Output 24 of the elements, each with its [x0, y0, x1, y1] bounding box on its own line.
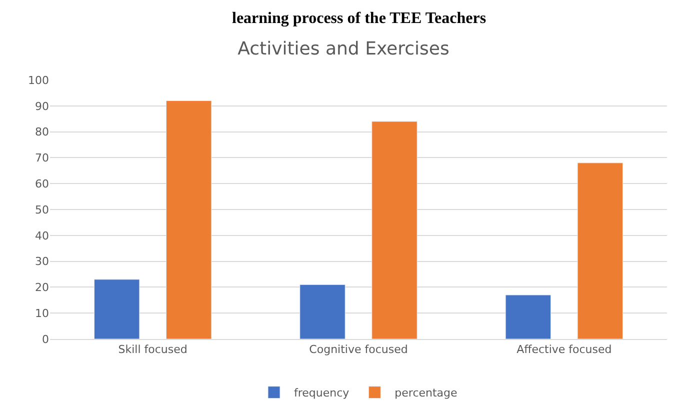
bar	[372, 121, 418, 339]
y-tick-label: 30	[35, 255, 49, 268]
y-tick-label: 80	[35, 126, 49, 139]
y-tick-label: 10	[35, 306, 49, 320]
y-tick-label: 40	[35, 229, 49, 242]
y-tick-label: 50	[35, 203, 49, 216]
bar	[94, 279, 140, 339]
legend-label: frequency	[294, 386, 350, 400]
y-tick-label: 0	[42, 332, 49, 346]
y-tick-label: 70	[35, 152, 49, 165]
bar	[300, 284, 346, 339]
chart-title: Activities and Exercises	[238, 38, 450, 60]
x-tick-label: Skill focused	[118, 343, 188, 356]
bar	[166, 100, 212, 339]
y-tick-label: 20	[35, 281, 49, 294]
x-tick-label: Cognitive focused	[309, 343, 408, 356]
y-tick-label: 60	[35, 177, 49, 190]
bar	[577, 162, 624, 339]
legend-label: percentage	[394, 386, 458, 400]
y-tick-label: 100	[28, 74, 49, 87]
bar	[505, 294, 552, 339]
y-tick-label: 90	[35, 100, 49, 113]
text: learning process of the TEE Teachers	[232, 10, 486, 27]
x-tick-label: Affective focused	[516, 343, 612, 356]
